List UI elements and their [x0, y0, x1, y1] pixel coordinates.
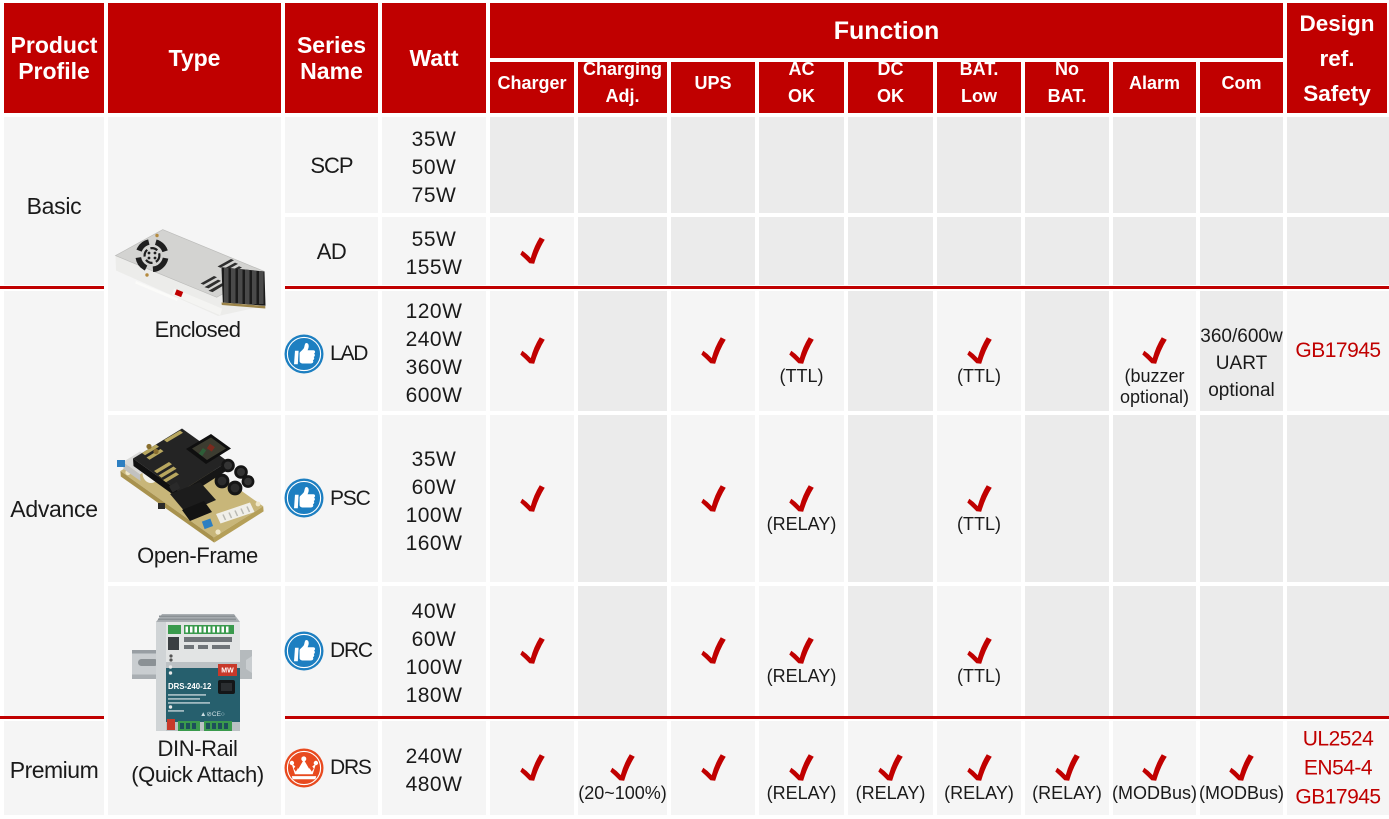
svg-text:MW: MW	[221, 668, 234, 675]
svg-text:▲⊘CE○: ▲⊘CE○	[200, 711, 225, 718]
svg-text:DRS-240-12: DRS-240-12	[168, 682, 212, 691]
